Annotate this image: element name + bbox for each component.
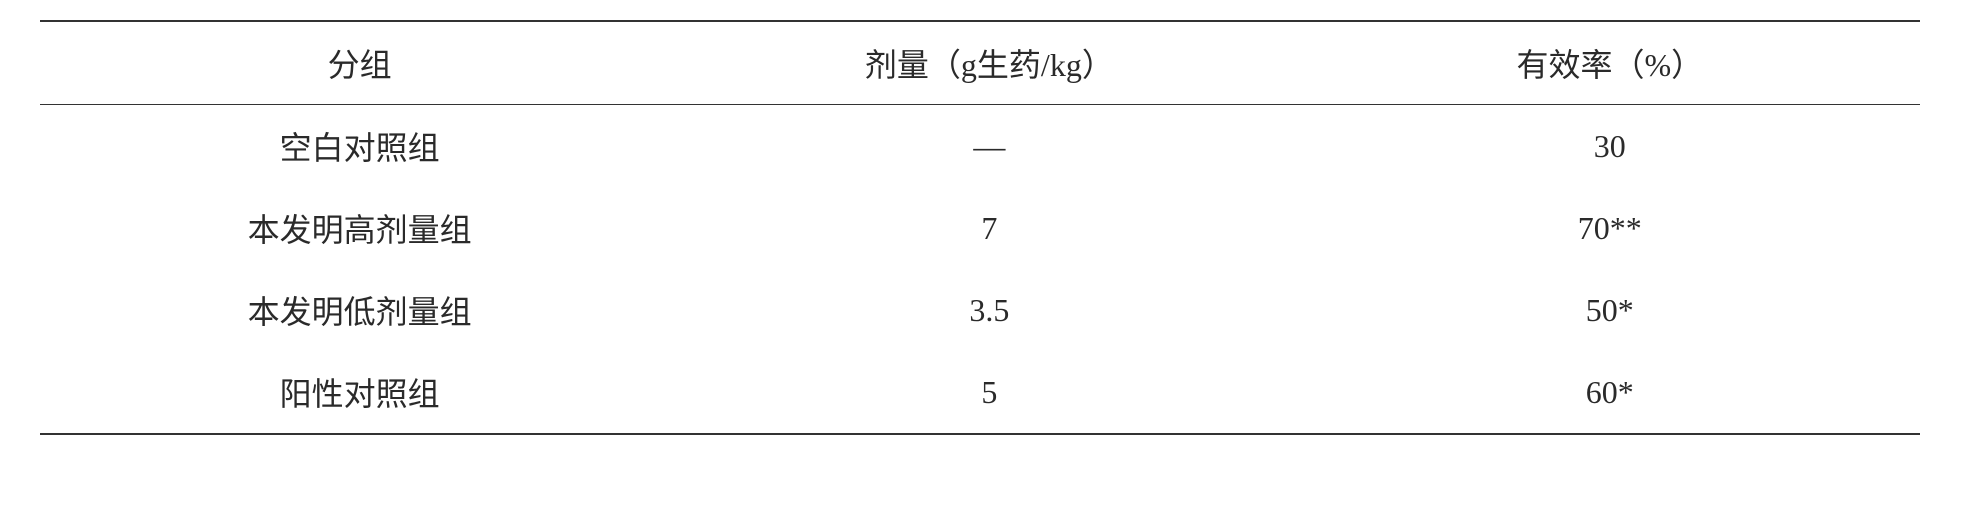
table-row: 本发明高剂量组 7 70** bbox=[40, 187, 1920, 269]
table-row: 空白对照组 — 30 bbox=[40, 105, 1920, 188]
cell-group: 空白对照组 bbox=[40, 105, 679, 188]
cell-dose: 3.5 bbox=[679, 269, 1299, 351]
cell-eff: 60* bbox=[1300, 351, 1920, 434]
col-header-dose: 剂量（g生药/kg） bbox=[679, 21, 1299, 105]
table-row: 本发明低剂量组 3.5 50* bbox=[40, 269, 1920, 351]
cell-eff: 30 bbox=[1300, 105, 1920, 188]
cell-group: 本发明高剂量组 bbox=[40, 187, 679, 269]
table-header-row: 分组 剂量（g生药/kg） 有效率（%） bbox=[40, 21, 1920, 105]
cell-eff: 50* bbox=[1300, 269, 1920, 351]
cell-dose: 5 bbox=[679, 351, 1299, 434]
cell-dose: — bbox=[679, 105, 1299, 188]
col-header-group: 分组 bbox=[40, 21, 679, 105]
cell-group: 本发明低剂量组 bbox=[40, 269, 679, 351]
cell-eff: 70** bbox=[1300, 187, 1920, 269]
data-table: 分组 剂量（g生药/kg） 有效率（%） 空白对照组 — 30 本发明高剂量组 … bbox=[40, 20, 1920, 435]
col-header-eff: 有效率（%） bbox=[1300, 21, 1920, 105]
cell-dose: 7 bbox=[679, 187, 1299, 269]
cell-group: 阳性对照组 bbox=[40, 351, 679, 434]
table-row: 阳性对照组 5 60* bbox=[40, 351, 1920, 434]
